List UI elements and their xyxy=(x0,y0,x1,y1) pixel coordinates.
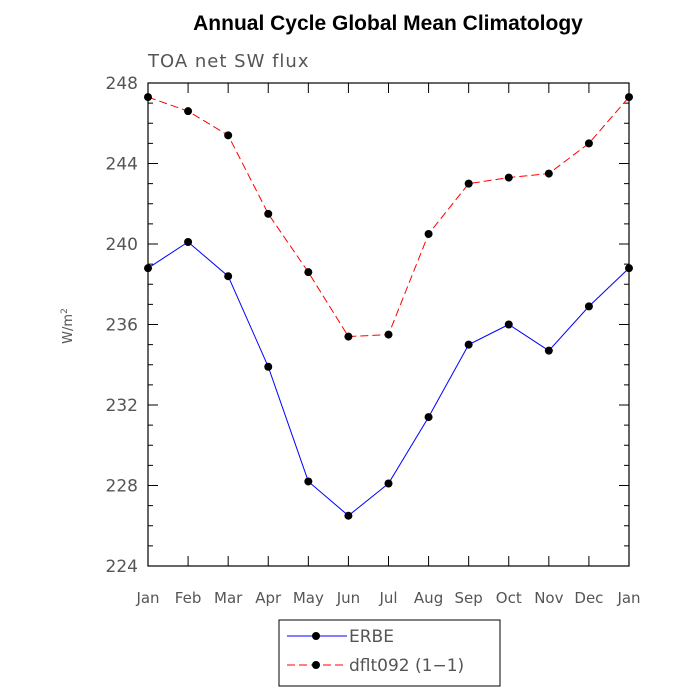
series-0-point xyxy=(184,237,193,246)
chart-title: Annual Cycle Global Mean Climatology xyxy=(193,12,583,35)
x-tick-label: Apr xyxy=(255,589,282,607)
x-tick-label: Jan xyxy=(616,589,640,607)
y-axis-label-sup: 2 xyxy=(60,308,70,314)
legend: ERBE dflt092 (1−1) xyxy=(278,619,501,687)
plot-frame xyxy=(147,82,630,567)
series-1-point xyxy=(384,330,393,339)
series-1-point xyxy=(184,107,193,116)
chart-subtitle: TOA net SW flux xyxy=(147,51,310,72)
series-1-point xyxy=(304,268,313,277)
series-0-point xyxy=(224,272,233,281)
x-tick-label: Jul xyxy=(378,589,397,607)
y-tick-label: 244 xyxy=(106,155,138,175)
series-line-0 xyxy=(147,241,630,517)
legend-marker-0 xyxy=(312,632,320,640)
series-1-point xyxy=(584,139,593,148)
x-tick-label: Feb xyxy=(175,589,202,607)
series-1-point xyxy=(424,229,433,238)
y-tick-label: 228 xyxy=(106,477,138,497)
series-0-point xyxy=(384,479,393,488)
series-0-point xyxy=(304,477,313,486)
series-line-1 xyxy=(147,96,630,338)
y-tick-label: 236 xyxy=(106,316,138,336)
series-1-point xyxy=(344,332,353,341)
legend-box xyxy=(278,619,501,687)
x-tick-label: Mar xyxy=(214,589,243,607)
series-0-point xyxy=(264,362,273,371)
y-axis-label-base: W/m xyxy=(61,314,76,344)
x-tick-label: Nov xyxy=(534,589,563,607)
y-tick-label: 224 xyxy=(106,557,138,577)
plot-area: 224 228 232 236 240 244 248 Jan Feb Mar Apr May Jun J… xyxy=(106,74,641,607)
y-tick-label: 248 xyxy=(106,74,138,94)
series-1-point xyxy=(625,93,633,102)
series-0-point xyxy=(584,302,593,311)
x-tick-label: Jun xyxy=(336,589,360,607)
series-0-point xyxy=(625,264,633,273)
series-0-point xyxy=(544,346,553,355)
x-tick-label: Jan xyxy=(135,589,159,607)
series-1-point xyxy=(504,173,513,182)
x-tick-label: May xyxy=(293,589,324,607)
legend-marker-1 xyxy=(312,661,320,669)
y-tick-label: 232 xyxy=(106,396,138,416)
y-tick-label: 240 xyxy=(106,235,138,255)
series-1-point xyxy=(144,93,152,102)
y-axis-label: W/m2 xyxy=(60,308,76,344)
x-tick-label: Dec xyxy=(574,589,603,607)
series-1-point xyxy=(264,209,273,218)
series-0-point xyxy=(504,320,513,329)
x-tick-label: Oct xyxy=(496,589,522,607)
series-0-point xyxy=(344,511,353,520)
legend-label-0: ERBE xyxy=(349,627,394,647)
series-1-point xyxy=(544,169,553,178)
legend-label-1: dflt092 (1−1) xyxy=(349,656,464,676)
series-0-point xyxy=(464,340,473,349)
series-0-point xyxy=(424,413,433,422)
x-tick-label: Aug xyxy=(414,589,443,607)
series-1-point xyxy=(224,131,233,140)
series-0-point xyxy=(144,264,152,273)
series-1-point xyxy=(464,179,473,188)
x-tick-label: Sep xyxy=(455,589,483,607)
